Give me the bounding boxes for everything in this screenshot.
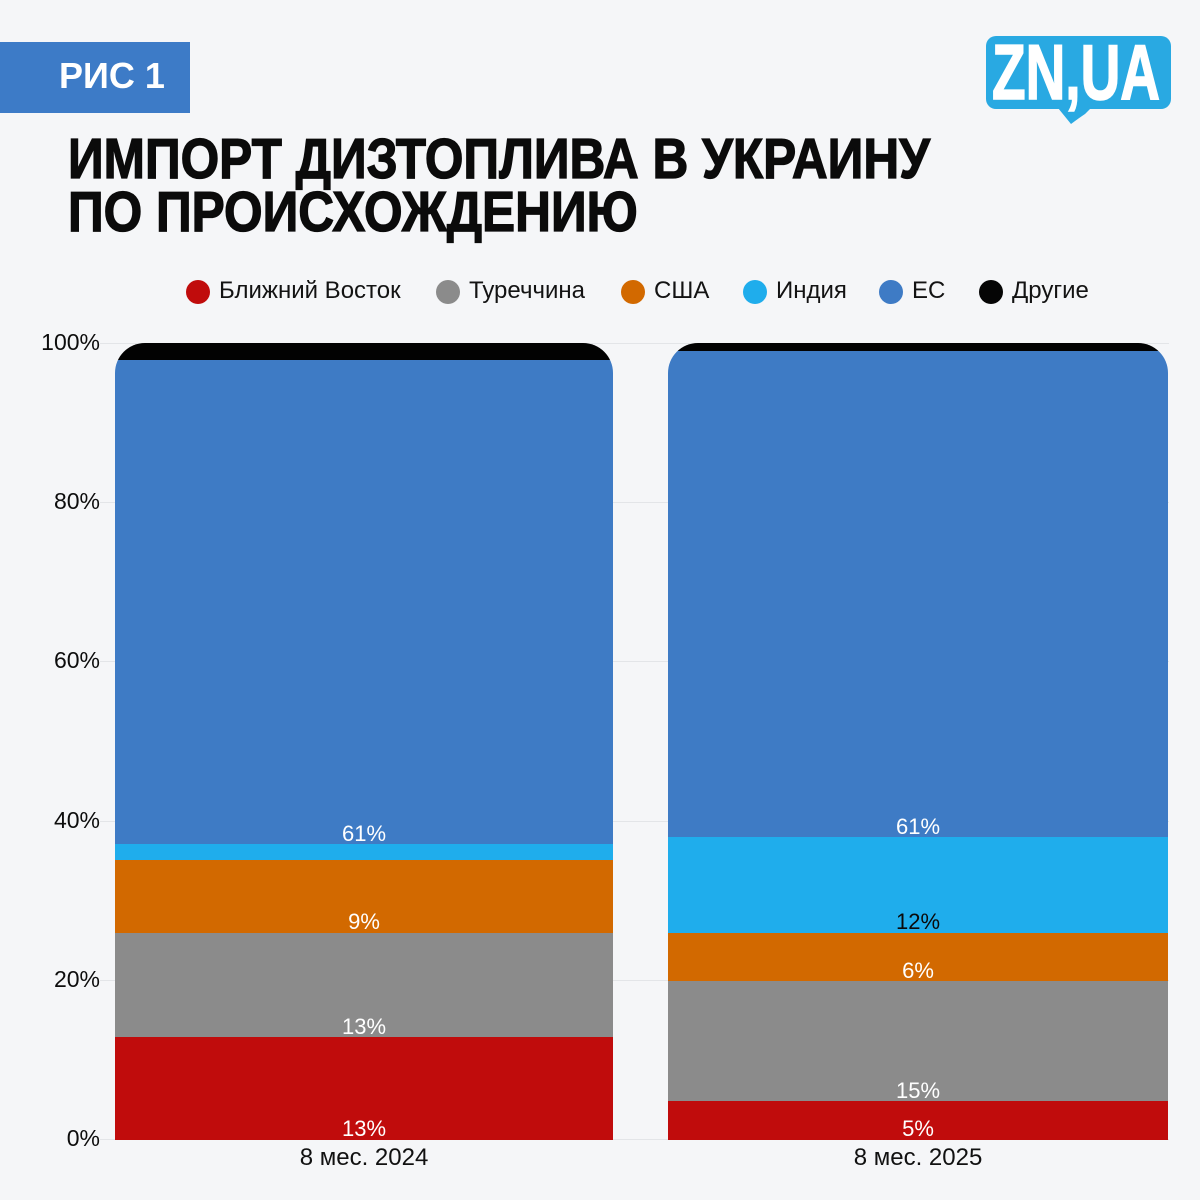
svg-text:ZN,UA: ZN,UA — [992, 30, 1160, 116]
